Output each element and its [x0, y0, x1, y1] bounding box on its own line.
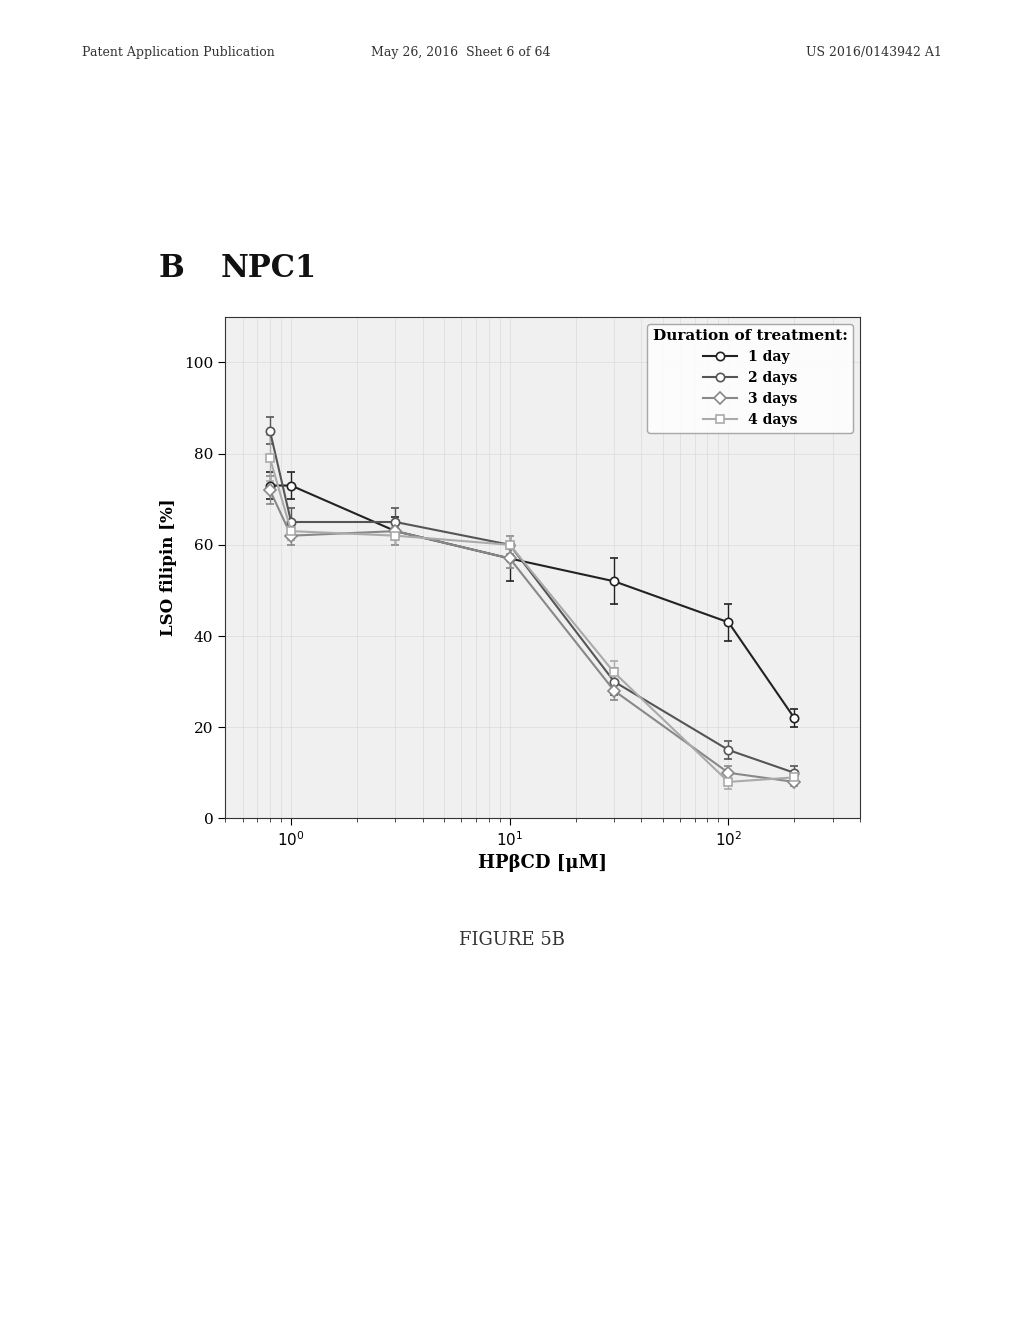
Text: NPC1: NPC1 — [220, 253, 316, 284]
Text: FIGURE 5B: FIGURE 5B — [459, 931, 565, 949]
Y-axis label: LSO filipin [%]: LSO filipin [%] — [161, 499, 177, 636]
Legend: 1 day, 2 days, 3 days, 4 days: 1 day, 2 days, 3 days, 4 days — [647, 323, 853, 433]
Text: US 2016/0143942 A1: US 2016/0143942 A1 — [806, 46, 942, 59]
Text: Patent Application Publication: Patent Application Publication — [82, 46, 274, 59]
X-axis label: HPβCD [μM]: HPβCD [μM] — [478, 854, 607, 873]
Text: May 26, 2016  Sheet 6 of 64: May 26, 2016 Sheet 6 of 64 — [371, 46, 551, 59]
Text: B: B — [159, 253, 184, 284]
